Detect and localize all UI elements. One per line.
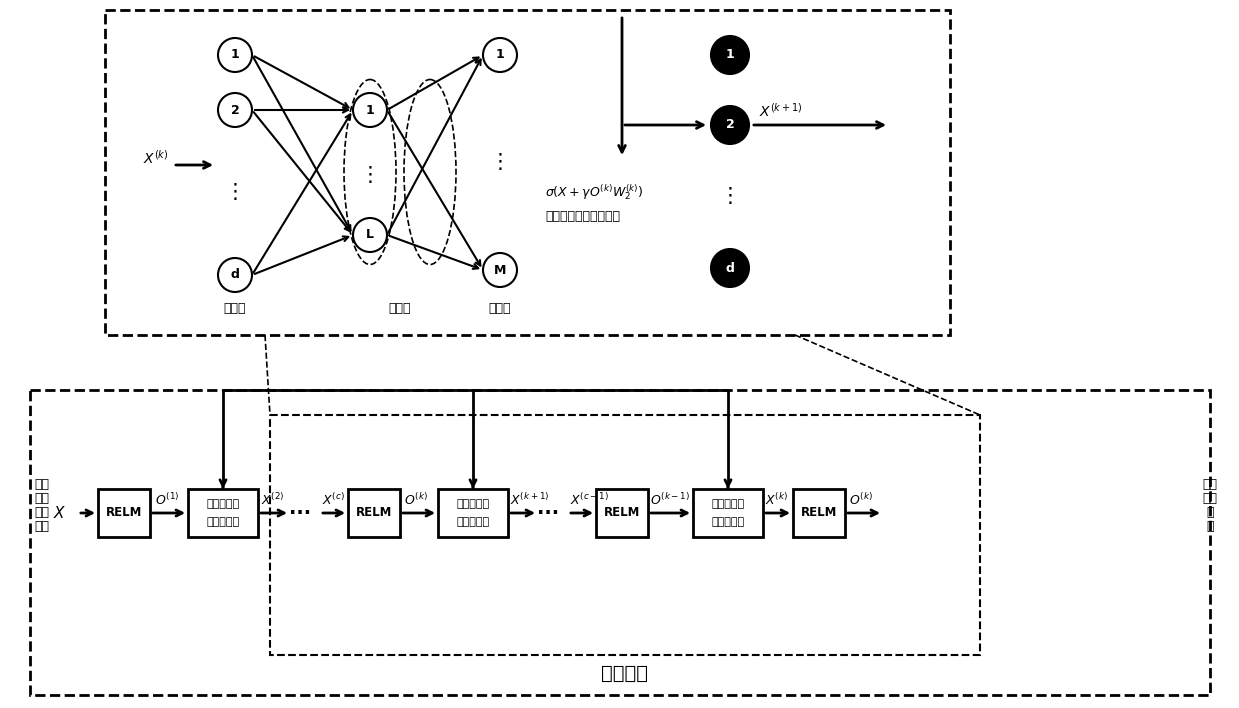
Text: 输出层: 输出层 [488, 302, 512, 314]
Text: $O^{(1)}$: $O^{(1)}$ [155, 492, 180, 508]
Text: $X$: $X$ [53, 505, 67, 521]
Text: RELM: RELM [105, 506, 142, 520]
Text: ⋮: ⋮ [489, 152, 510, 172]
Text: M: M [494, 263, 507, 277]
Text: RELM: RELM [603, 506, 641, 520]
Bar [693, 489, 763, 537]
Text: 1: 1 [726, 49, 735, 62]
Text: 随机位移和非线性映射: 随机位移和非线性映射 [545, 210, 620, 222]
Text: 2: 2 [230, 103, 239, 117]
Bar [30, 390, 1211, 695]
Bar [188, 489, 258, 537]
Bar [348, 489, 400, 537]
Text: L: L [366, 229, 374, 241]
Text: $O^{(k)}$: $O^{(k)}$ [404, 492, 427, 508]
Text: 用电: 用电 [35, 493, 50, 506]
Circle shape [483, 253, 517, 287]
Text: $X^{(k)}$: $X^{(k)}$ [764, 492, 788, 508]
Text: 随机位移和: 随机位移和 [456, 499, 489, 509]
Text: 特征提取: 特征提取 [601, 663, 648, 683]
Text: ⋮: ⋮ [720, 186, 741, 206]
Text: d: d [726, 261, 735, 275]
Text: $O^{(k)}$: $O^{(k)}$ [849, 492, 872, 508]
Text: $X^{(k+1)}$: $X^{(k+1)}$ [760, 102, 803, 120]
Text: 非线性映射: 非线性映射 [456, 517, 489, 527]
Text: 随机位移和: 随机位移和 [711, 499, 745, 509]
Text: ···: ··· [289, 503, 311, 523]
Text: 输出: 输出 [1203, 479, 1218, 491]
Text: $X^{(k)}$: $X^{(k)}$ [142, 149, 169, 167]
Text: 1: 1 [496, 49, 504, 62]
Circle shape [711, 249, 750, 287]
Text: ···: ··· [536, 503, 559, 523]
Text: 异常: 异常 [35, 506, 50, 520]
Circle shape [218, 38, 252, 72]
Text: 输入: 输入 [35, 479, 50, 491]
Text: 异常: 异常 [1203, 493, 1218, 506]
Text: 非线性映射: 非线性映射 [711, 517, 745, 527]
Text: 特征: 特征 [35, 520, 50, 534]
Bar [98, 489, 150, 537]
Text: ⋮: ⋮ [359, 165, 380, 185]
Circle shape [483, 38, 517, 72]
Bar [105, 10, 950, 335]
Text: $\sigma(X+\gamma O^{(k)}W_2^{(k)})$: $\sigma(X+\gamma O^{(k)}W_2^{(k)})$ [545, 182, 643, 202]
Text: 隐含层: 隐含层 [389, 302, 411, 314]
Text: 2: 2 [726, 118, 735, 132]
Text: $X^{(k+1)}$: $X^{(k+1)}$ [510, 492, 549, 508]
Text: 随机位移和: 随机位移和 [207, 499, 239, 509]
Text: RELM: RELM [356, 506, 393, 520]
Text: 类: 类 [1207, 506, 1214, 520]
Bar [596, 489, 648, 537]
Circle shape [218, 93, 252, 127]
Text: $X^{(2)}$: $X^{(2)}$ [261, 492, 285, 508]
Circle shape [711, 36, 750, 74]
Text: d: d [230, 268, 239, 282]
Text: 输入层: 输入层 [224, 302, 247, 314]
Text: 非线性映射: 非线性映射 [207, 517, 239, 527]
Bar [270, 415, 980, 655]
Circle shape [711, 106, 750, 144]
Text: $X^{(c)}$: $X^{(c)}$ [322, 492, 344, 508]
Circle shape [218, 258, 252, 292]
Text: RELM: RELM [800, 506, 838, 520]
Bar [793, 489, 845, 537]
Text: $X^{(c-1)}$: $X^{(c-1)}$ [570, 492, 610, 508]
Text: ⋮: ⋮ [224, 182, 245, 202]
Text: 1: 1 [230, 49, 239, 62]
Text: 别: 别 [1207, 520, 1214, 534]
Text: 1: 1 [366, 103, 374, 117]
Circle shape [353, 218, 387, 252]
Circle shape [353, 93, 387, 127]
Bar [439, 489, 508, 537]
Text: $O^{(k-1)}$: $O^{(k-1)}$ [650, 492, 690, 508]
